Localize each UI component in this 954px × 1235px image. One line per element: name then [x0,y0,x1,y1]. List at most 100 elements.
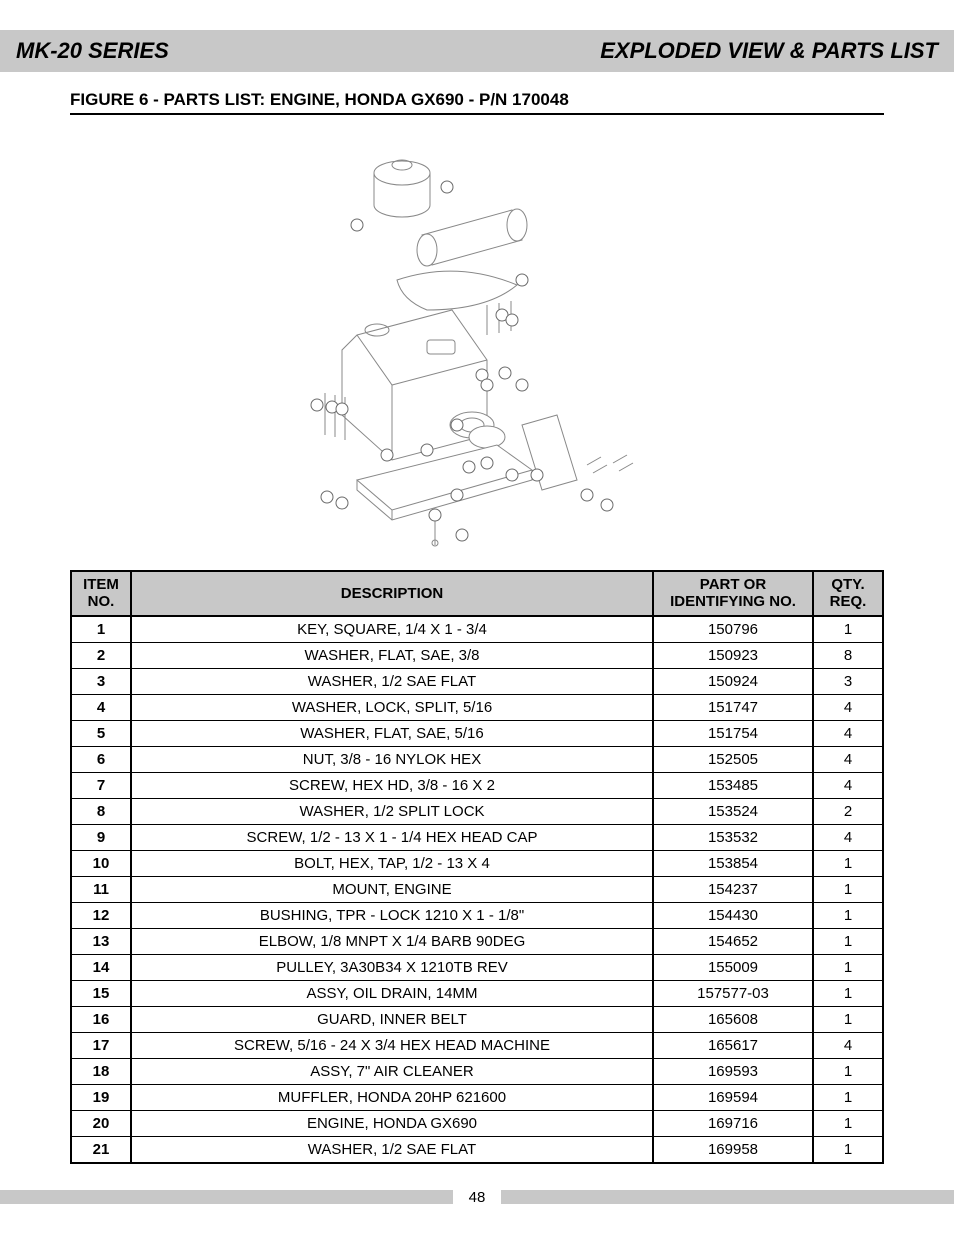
cell-qty: 4 [813,746,883,772]
cell-qty: 1 [813,1006,883,1032]
parts-table-head: ITEMNO. DESCRIPTION PART ORIDENTIFYING N… [71,571,883,616]
cell-qty: 1 [813,1084,883,1110]
cell-desc: SCREW, 1/2 - 13 X 1 - 1/4 HEX HEAD CAP [131,824,653,850]
cell-desc: ASSY, OIL DRAIN, 14MM [131,980,653,1006]
table-row: 9SCREW, 1/2 - 13 X 1 - 1/4 HEX HEAD CAP1… [71,824,883,850]
cell-desc: ELBOW, 1/8 MNPT X 1/4 BARB 90DEG [131,928,653,954]
th-part: PART ORIDENTIFYING NO. [653,571,813,616]
table-row: 8WASHER, 1/2 SPLIT LOCK1535242 [71,798,883,824]
parts-table-body: 1KEY, SQUARE, 1/4 X 1 - 3/415079612WASHE… [71,616,883,1163]
cell-part: 153532 [653,824,813,850]
cell-part: 169593 [653,1058,813,1084]
cell-item: 8 [71,798,131,824]
cell-qty: 4 [813,720,883,746]
cell-qty: 1 [813,954,883,980]
table-row: 6NUT, 3/8 - 16 NYLOK HEX1525054 [71,746,883,772]
cell-item: 17 [71,1032,131,1058]
cell-item: 14 [71,954,131,980]
cell-desc: SCREW, HEX HD, 3/8 - 16 X 2 [131,772,653,798]
cell-qty: 3 [813,668,883,694]
cell-qty: 4 [813,1032,883,1058]
cell-part: 152505 [653,746,813,772]
cell-item: 12 [71,902,131,928]
exploded-diagram [70,125,884,555]
cell-part: 169958 [653,1136,813,1163]
cell-qty: 1 [813,902,883,928]
cell-qty: 4 [813,772,883,798]
cell-item: 21 [71,1136,131,1163]
table-row: 2WASHER, FLAT, SAE, 3/81509238 [71,642,883,668]
cell-part: 155009 [653,954,813,980]
cell-item: 11 [71,876,131,902]
cell-desc: PULLEY, 3A30B34 X 1210TB REV [131,954,653,980]
table-row: 7SCREW, HEX HD, 3/8 - 16 X 21534854 [71,772,883,798]
table-row: 18ASSY, 7" AIR CLEANER1695931 [71,1058,883,1084]
cell-desc: MUFFLER, HONDA 20HP 621600 [131,1084,653,1110]
th-item-label: ITEMNO. [83,576,119,610]
page-header: MK-20 SERIES EXPLODED VIEW & PARTS LIST [0,30,954,72]
cell-part: 157577-03 [653,980,813,1006]
th-qty-label: QTY.REQ. [830,576,867,610]
cell-desc: WASHER, 1/2 SAE FLAT [131,668,653,694]
cell-item: 6 [71,746,131,772]
header-title: EXPLODED VIEW & PARTS LIST [600,38,938,64]
table-row: 19MUFFLER, HONDA 20HP 6216001695941 [71,1084,883,1110]
cell-item: 13 [71,928,131,954]
cell-desc: NUT, 3/8 - 16 NYLOK HEX [131,746,653,772]
table-row: 15ASSY, OIL DRAIN, 14MM157577-031 [71,980,883,1006]
cell-desc: KEY, SQUARE, 1/4 X 1 - 3/4 [131,616,653,643]
th-part-label: PART ORIDENTIFYING NO. [670,576,796,610]
cell-item: 3 [71,668,131,694]
cell-item: 9 [71,824,131,850]
cell-item: 7 [71,772,131,798]
table-row: 12BUSHING, TPR - LOCK 1210 X 1 - 1/8"154… [71,902,883,928]
table-row: 21WASHER, 1/2 SAE FLAT1699581 [71,1136,883,1163]
footer-bar-left [0,1190,453,1204]
table-row: 5WASHER, FLAT, SAE, 5/161517544 [71,720,883,746]
page-footer: 48 [0,1189,954,1206]
cell-part: 151747 [653,694,813,720]
cell-item: 1 [71,616,131,643]
th-desc: DESCRIPTION [131,571,653,616]
table-row: 17SCREW, 5/16 - 24 X 3/4 HEX HEAD MACHIN… [71,1032,883,1058]
cell-item: 10 [71,850,131,876]
cell-desc: SCREW, 5/16 - 24 X 3/4 HEX HEAD MACHINE [131,1032,653,1058]
cell-desc: BOLT, HEX, TAP, 1/2 - 13 X 4 [131,850,653,876]
cell-desc: WASHER, 1/2 SAE FLAT [131,1136,653,1163]
cell-part: 150923 [653,642,813,668]
cell-part: 153524 [653,798,813,824]
cell-qty: 1 [813,1058,883,1084]
cell-qty: 4 [813,824,883,850]
cell-item: 19 [71,1084,131,1110]
figure-title: FIGURE 6 - PARTS LIST: ENGINE, HONDA GX6… [70,90,884,115]
cell-desc: WASHER, 1/2 SPLIT LOCK [131,798,653,824]
th-item: ITEMNO. [71,571,131,616]
table-row: 14PULLEY, 3A30B34 X 1210TB REV1550091 [71,954,883,980]
cell-qty: 1 [813,1136,883,1163]
cell-part: 165617 [653,1032,813,1058]
cell-part: 153854 [653,850,813,876]
cell-desc: BUSHING, TPR - LOCK 1210 X 1 - 1/8" [131,902,653,928]
cell-qty: 4 [813,694,883,720]
cell-desc: WASHER, LOCK, SPLIT, 5/16 [131,694,653,720]
cell-item: 18 [71,1058,131,1084]
cell-desc: MOUNT, ENGINE [131,876,653,902]
table-row: 4WASHER, LOCK, SPLIT, 5/161517474 [71,694,883,720]
cell-qty: 1 [813,616,883,643]
cell-qty: 8 [813,642,883,668]
page-content: FIGURE 6 - PARTS LIST: ENGINE, HONDA GX6… [0,90,954,1164]
table-row: 11MOUNT, ENGINE1542371 [71,876,883,902]
table-row: 13ELBOW, 1/8 MNPT X 1/4 BARB 90DEG154652… [71,928,883,954]
exploded-svg [287,125,667,555]
cell-desc: GUARD, INNER BELT [131,1006,653,1032]
cell-qty: 1 [813,1110,883,1136]
cell-part: 165608 [653,1006,813,1032]
cell-desc: WASHER, FLAT, SAE, 5/16 [131,720,653,746]
cell-item: 16 [71,1006,131,1032]
cell-part: 154430 [653,902,813,928]
table-row: 10BOLT, HEX, TAP, 1/2 - 13 X 41538541 [71,850,883,876]
header-series: MK-20 SERIES [16,38,169,64]
cell-qty: 1 [813,850,883,876]
cell-desc: ENGINE, HONDA GX690 [131,1110,653,1136]
table-row: 3WASHER, 1/2 SAE FLAT1509243 [71,668,883,694]
